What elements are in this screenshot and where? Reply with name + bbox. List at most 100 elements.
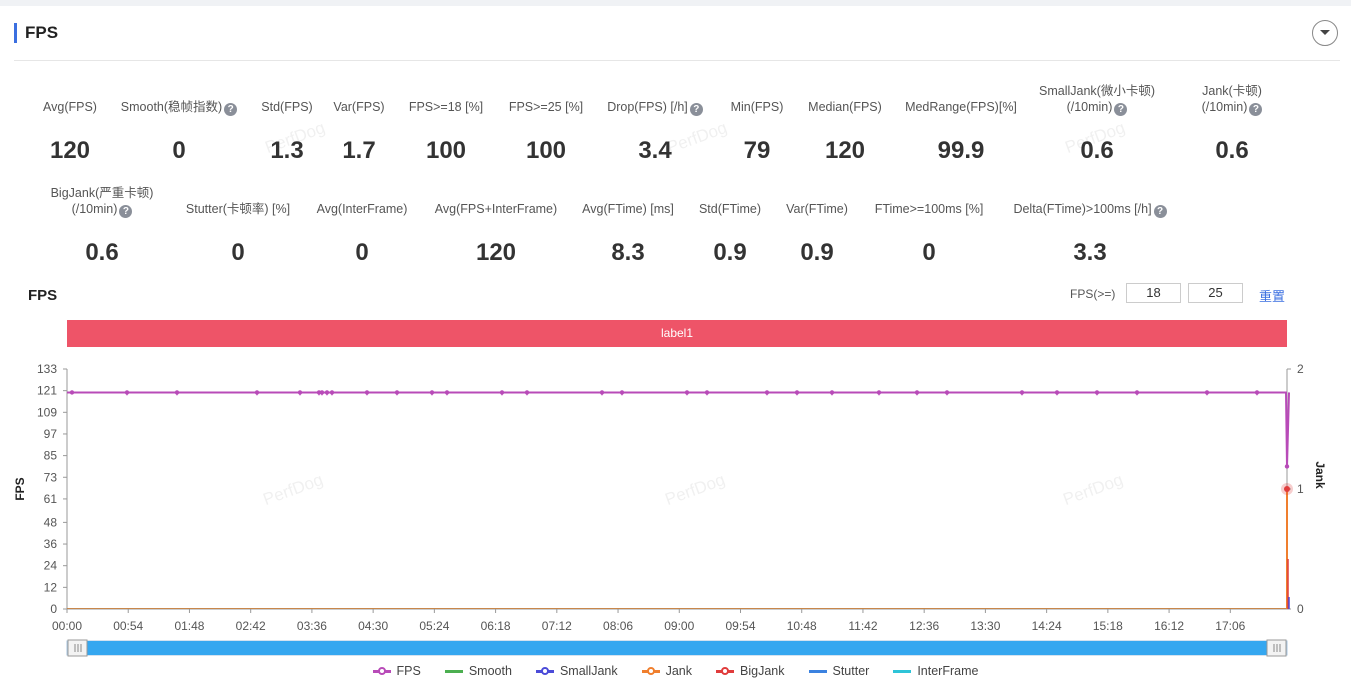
metric-value: 1.7 [342, 137, 376, 164]
legend-item-interframe[interactable]: InterFrame [893, 664, 978, 678]
fps-threshold-label: FPS(>=) [1070, 287, 1116, 301]
help-icon[interactable]: ? [1153, 205, 1167, 218]
metric-value: 3.4 [638, 137, 672, 164]
header-accent-bar [14, 23, 17, 43]
fps-point [764, 390, 770, 395]
metric-r1-5: FPS>=25 [%] 100 [506, 99, 586, 179]
metric-r2-4: Avg(FTime) [ms] 8.3 [578, 201, 678, 281]
metric-value: 0 [231, 239, 245, 266]
fps-point [174, 390, 180, 395]
legend-label: Jank [665, 664, 693, 678]
x-tick-label: 04:30 [358, 619, 388, 633]
section-title: FPS [25, 23, 59, 42]
help-icon[interactable]: ? [689, 103, 703, 116]
legend-swatch-icon [372, 666, 391, 675]
legend-swatch-icon [716, 666, 735, 675]
metric-label-unit: (/10min)? [1038, 99, 1156, 116]
y-left-tick-label: 36 [44, 537, 58, 551]
metric-r1-10: SmallJank(微小卡顿) (/10min)? 0.6 [1038, 83, 1156, 164]
fps-point [794, 390, 800, 395]
metric-r1-11: Jank(卡顿) (/10min)? 0.6 [1190, 83, 1274, 164]
legend-label: BigJank [740, 664, 785, 678]
top-band [0, 0, 1351, 6]
x-tick-label: 07:12 [542, 619, 572, 633]
metric-label: SmallJank(微小卡顿) [1039, 84, 1155, 98]
legend-swatch-icon [893, 669, 912, 673]
metric-r2-7: FTime>=100ms [%] 0 [870, 201, 988, 281]
legend-item-jank[interactable]: Jank [641, 664, 693, 678]
legend-item-stutter[interactable]: Stutter [808, 664, 870, 678]
metric-r1-7: Min(FPS) 79 [728, 99, 786, 179]
x-tick-label: 10:48 [787, 619, 817, 633]
legend-swatch-icon [444, 669, 463, 673]
help-icon[interactable]: ? [224, 103, 238, 116]
metric-label: Std(FPS) [261, 100, 313, 114]
y-left-tick-label: 133 [37, 362, 57, 376]
metric-r2-1: Stutter(卡顿率) [%] 0 [183, 201, 293, 281]
metric-label: Stutter(卡顿率) [%] [185, 202, 291, 216]
fps-point [124, 390, 130, 395]
bigjank-event-point [1284, 486, 1290, 492]
legend-item-smooth[interactable]: Smooth [444, 664, 512, 678]
fps-point [1054, 390, 1060, 395]
help-icon[interactable]: ? [1114, 103, 1128, 116]
legend-label: Stutter [832, 664, 870, 678]
fps-threshold-input-1[interactable]: 18 [1126, 283, 1181, 303]
collapse-toggle-button[interactable] [1312, 20, 1338, 46]
fps-line-chart[interactable]: 133 121 109 97 85 73 61 48 36 24 12 0 2 1 0 FPS Jank 00:0… [0, 355, 1351, 675]
metric-value: 0.9 [800, 239, 834, 266]
legend-item-smalljank[interactable]: SmallJank [535, 664, 618, 678]
fps-point [524, 390, 530, 395]
fps-point [499, 390, 505, 395]
zoom-slider-range[interactable] [77, 641, 1277, 655]
y-left-tick-label: 61 [44, 492, 58, 506]
metric-value: 100 [525, 137, 567, 164]
y-left-tick-label: 73 [44, 470, 58, 484]
x-tick-label: 01:48 [174, 619, 204, 633]
fps-point [1019, 390, 1025, 395]
legend-swatch-icon [808, 669, 827, 673]
fps-point [364, 390, 370, 395]
metric-label: FTime>=100ms [%] [874, 202, 984, 216]
metric-value: 0 [922, 239, 936, 266]
x-tick-label: 05:24 [419, 619, 449, 633]
x-tick-label: 12:36 [909, 619, 939, 633]
x-tick-label: 16:12 [1154, 619, 1184, 633]
x-tick-label: 17:06 [1215, 619, 1245, 633]
fps-point [319, 390, 325, 395]
fps-threshold-input-2[interactable]: 25 [1188, 283, 1243, 303]
fps-point [1094, 390, 1100, 395]
help-icon[interactable]: ? [1249, 103, 1263, 116]
metric-r1-6: Drop(FPS) [/h]? 3.4 [605, 99, 705, 179]
metric-label: Avg(FPS) [43, 100, 97, 114]
metric-label: FPS>=18 [%] [408, 100, 484, 114]
metric-value: 8.3 [611, 239, 645, 266]
metric-value: 0.6 [85, 239, 119, 266]
metric-r1-9: MedRange(FPS)[%] 99.9 [903, 99, 1019, 179]
x-tick-label: 13:30 [970, 619, 1000, 633]
reset-link[interactable]: 重置 [1259, 289, 1286, 304]
fps-point [1134, 390, 1140, 395]
legend-swatch-icon [535, 666, 554, 675]
legend-item-bigjank[interactable]: BigJank [716, 664, 785, 678]
x-tick-label: 03:36 [297, 619, 327, 633]
fps-point [704, 390, 710, 395]
segment-label-bar[interactable]: label1 [67, 320, 1287, 347]
metric-r2-5: Std(FTime) 0.9 [696, 201, 764, 281]
fps-point [69, 390, 75, 395]
metric-label: Jank(卡顿) [1202, 84, 1262, 98]
help-icon[interactable]: ? [119, 205, 133, 218]
metric-label: Drop(FPS) [/h]? [605, 99, 705, 116]
metric-value: 1.3 [270, 137, 304, 164]
x-tick-label: 14:24 [1032, 619, 1062, 633]
x-tick-label: 00:54 [113, 619, 143, 633]
fps-point [297, 390, 303, 395]
x-tick-label: 11:42 [848, 619, 877, 633]
chart-legend: FPS Smooth SmallJank Jank BigJank Stutter Inte… [0, 664, 1351, 678]
metric-label-unit: (/10min)? [42, 201, 162, 218]
y-left-tick-label: 24 [44, 559, 58, 573]
legend-label: Smooth [468, 664, 512, 678]
legend-item-fps[interactable]: FPS [372, 664, 421, 678]
metric-label: Avg(InterFrame) [316, 202, 408, 216]
metric-label: Avg(FPS+InterFrame) [434, 202, 558, 216]
